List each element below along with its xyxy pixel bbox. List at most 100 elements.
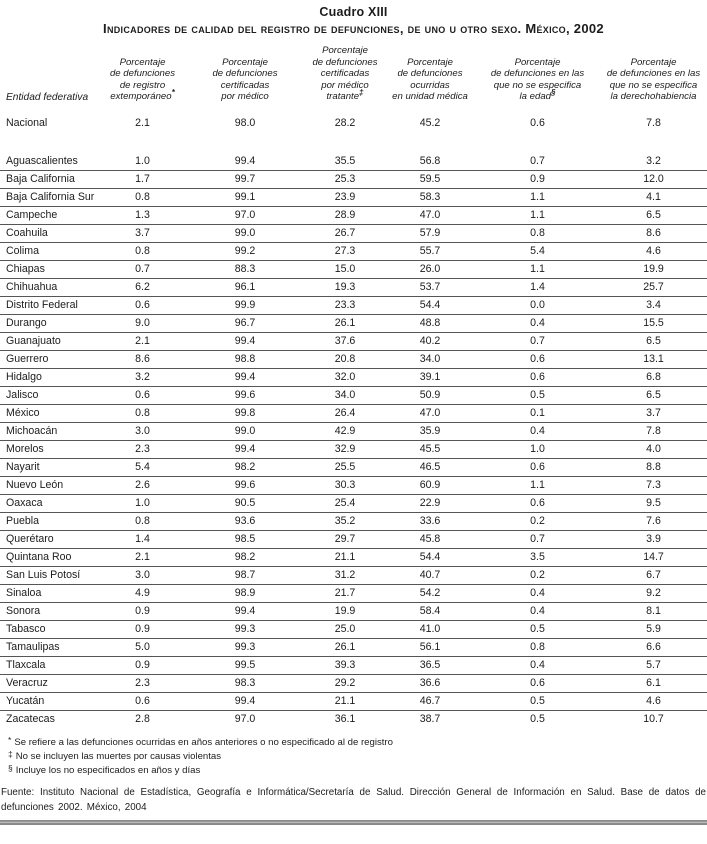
column-header-line: Porcentaje <box>119 56 166 68</box>
value-cell: 98.7 <box>234 569 256 582</box>
value-cell: 0.8 <box>135 245 150 258</box>
table-row: Tabasco 0.9 99.3 25.0 41.0 0.5 5.9 <box>0 620 707 639</box>
value-cell: 45.8 <box>419 533 441 546</box>
column-header: Porcentaje de defunciones de registro extem… <box>100 45 185 106</box>
value-cell: 46.5 <box>419 461 441 474</box>
value-cell: 96.1 <box>234 281 256 294</box>
mortality-quality-table: Entidad federativa Porcentaje de defuncio… <box>0 45 707 728</box>
value-cell: 0.9 <box>135 623 150 636</box>
value-cell: 4.1 <box>646 191 661 204</box>
entity-name-cell: Tabasco <box>6 623 46 636</box>
value-cell: 99.3 <box>234 641 256 654</box>
value-cell: 1.1 <box>530 263 545 276</box>
value-cell: 26.1 <box>334 641 356 654</box>
value-cell: 88.3 <box>234 263 256 276</box>
value-cell: 21.7 <box>334 587 356 600</box>
column-header: Porcentaje de defunciones en las que no se… <box>600 45 707 106</box>
table-row: San Luis Potosí 3.0 98.7 31.2 40.7 0.2 6.7 <box>0 566 707 585</box>
value-cell: 99.4 <box>234 605 256 618</box>
value-cell: 48.8 <box>419 317 441 330</box>
value-cell: 4.9 <box>135 587 150 600</box>
value-cell: 25.7 <box>643 281 664 294</box>
column-header-line: de registro <box>119 79 166 91</box>
value-cell: 7.3 <box>646 479 661 492</box>
value-cell: 0.4 <box>530 425 545 438</box>
value-cell: 99.6 <box>234 479 256 492</box>
value-cell: 54.4 <box>419 551 441 564</box>
value-cell: 23.3 <box>334 299 356 312</box>
value-cell: 97.0 <box>234 209 256 222</box>
value-cell: 99.4 <box>234 155 256 168</box>
footnote: § Incluye los no especificados en años y … <box>8 762 201 776</box>
value-cell: 28.9 <box>334 209 356 222</box>
table-row: Tlaxcala 0.9 99.5 39.3 36.5 0.4 5.7 <box>0 656 707 675</box>
value-cell: 45.5 <box>419 443 441 456</box>
value-cell: 3.5 <box>530 551 545 564</box>
value-cell: 99.0 <box>234 425 256 438</box>
value-cell: 4.6 <box>646 245 661 258</box>
entity-column-header: Entidad federativa <box>6 91 89 103</box>
entity-name-cell: Nuevo León <box>6 479 64 492</box>
value-cell: 1.1 <box>530 209 545 222</box>
value-cell: 3.9 <box>646 533 661 546</box>
column-header-line: certificadas <box>320 68 370 80</box>
entity-name-cell: México <box>6 407 40 420</box>
value-cell: 5.0 <box>135 641 150 654</box>
table-row: Aguascalientes 1.0 99.4 35.5 56.8 0.7 3.2 <box>0 153 707 171</box>
value-cell: 7.6 <box>646 515 661 528</box>
value-cell: 36.1 <box>334 713 356 726</box>
value-cell: 0.9 <box>135 605 150 618</box>
value-cell: 2.3 <box>135 677 150 690</box>
column-header: Porcentaje de defunciones certificadas por … <box>305 45 385 106</box>
value-cell: 0.8 <box>530 641 545 654</box>
entity-name-cell: Nayarit <box>6 461 40 474</box>
source-note: Fuente: Instituto Nacional de Estadístic… <box>1 787 706 813</box>
value-cell: 19.9 <box>643 263 664 276</box>
value-cell: 0.7 <box>530 335 545 348</box>
column-header-line: de defunciones <box>397 68 463 80</box>
entity-name-cell: Campeche <box>6 209 58 222</box>
value-cell: 2.8 <box>135 713 150 726</box>
value-cell: 1.4 <box>530 281 545 294</box>
entity-name-cell: Sonora <box>6 605 41 618</box>
table-row: Colima 0.8 99.2 27.3 55.7 5.4 4.6 <box>0 242 707 261</box>
value-cell: 6.5 <box>646 389 661 402</box>
value-cell: 0.9 <box>135 659 150 672</box>
value-cell: 26.0 <box>419 263 441 276</box>
value-cell: 0.6 <box>530 353 545 366</box>
value-cell: 55.7 <box>419 245 441 258</box>
value-cell: 25.5 <box>334 461 356 474</box>
value-cell: 9.5 <box>646 497 661 510</box>
value-cell: 59.5 <box>419 173 441 186</box>
entity-name-cell: Oaxaca <box>6 497 43 510</box>
entity-name-cell: Baja California <box>6 173 75 186</box>
bottom-rule <box>0 820 707 826</box>
value-cell: 0.6 <box>530 497 545 510</box>
entity-name-cell: Chihuahua <box>6 281 58 294</box>
entity-name-cell: Querétaro <box>6 533 54 546</box>
value-cell: 8.1 <box>646 605 661 618</box>
value-cell: 99.5 <box>234 659 256 672</box>
value-cell: 99.0 <box>234 227 256 240</box>
value-cell: 5.4 <box>530 245 545 258</box>
table-number-title: Cuadro XIII <box>319 5 388 19</box>
table-row: Zacatecas 2.8 97.0 36.1 38.7 0.5 10.7 <box>0 710 707 728</box>
column-header-line: Porcentaje <box>630 56 677 68</box>
value-cell: 1.7 <box>135 173 150 186</box>
value-cell: 99.4 <box>234 443 256 456</box>
value-cell: 0.5 <box>530 623 545 636</box>
value-cell: 1.4 <box>135 533 150 546</box>
value-cell: 38.7 <box>419 713 441 726</box>
table-row: Chiapas 0.7 88.3 15.0 26.0 1.1 19.9 <box>0 260 707 279</box>
column-header-line: certificadas <box>220 79 270 91</box>
value-cell: 0.0 <box>530 299 545 312</box>
value-cell: 2.1 <box>135 116 150 129</box>
value-cell: 42.9 <box>334 425 356 438</box>
value-cell: 32.9 <box>334 443 356 456</box>
value-cell: 21.1 <box>334 551 356 564</box>
footnote-mark: ‡ <box>359 88 364 98</box>
table-row: Sinaloa 4.9 98.9 21.7 54.2 0.4 9.2 <box>0 584 707 603</box>
column-header-line: de defunciones <box>312 56 378 68</box>
table-header-row: Entidad federativa Porcentaje de defuncio… <box>0 45 707 106</box>
value-cell: 15.0 <box>334 263 356 276</box>
